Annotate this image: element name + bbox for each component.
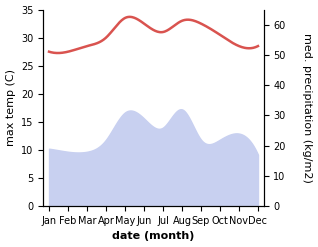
- Y-axis label: max temp (C): max temp (C): [5, 69, 16, 146]
- Y-axis label: med. precipitation (kg/m2): med. precipitation (kg/m2): [302, 33, 313, 183]
- X-axis label: date (month): date (month): [112, 231, 195, 242]
